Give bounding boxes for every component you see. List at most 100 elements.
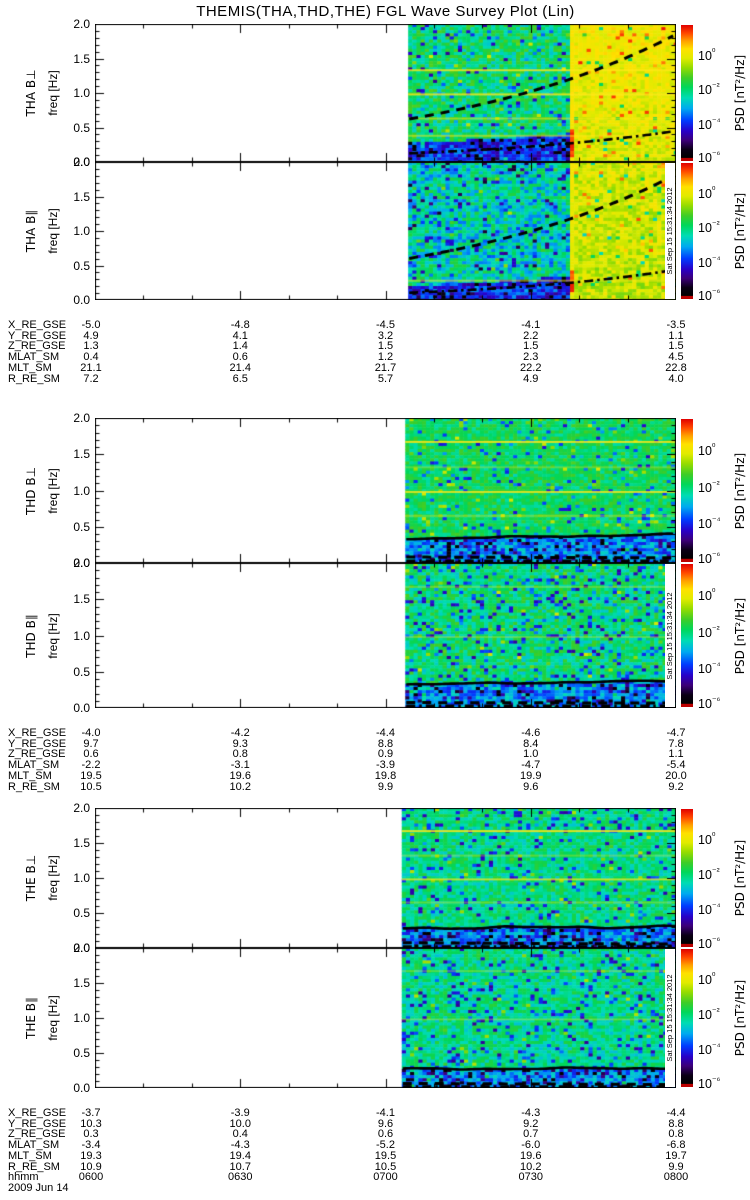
- ephemeris-value: 0.6: [232, 351, 248, 364]
- panel-label-tha-bpar: THA B∥: [24, 209, 38, 253]
- ephemeris-value: -4.1: [376, 1107, 395, 1119]
- y-tick-label: 0.0: [73, 1081, 90, 1095]
- ephemeris-value: 1.5: [377, 340, 394, 353]
- y-tick-label: 1.5: [73, 592, 90, 607]
- y-tick-label: 1.5: [73, 189, 90, 204]
- ephemeris-value: 9.7: [83, 737, 99, 750]
- plot-title: THEMIS(THA,THD,THE) FGL Wave Survey Plot…: [196, 3, 575, 20]
- y-tick-label: 1.0: [73, 86, 90, 100]
- ephemeris-value: 0.9: [377, 748, 394, 761]
- ephemeris-value: -4.0: [81, 727, 101, 739]
- panel-label-thd-bperp: THD B⊥: [24, 466, 38, 515]
- panel-label-thd-bpar: THD B∥: [24, 613, 38, 658]
- y-tick-label: 0.5: [73, 519, 90, 534]
- ephemeris-value: 19.6: [520, 1149, 542, 1162]
- ephemeris-value: 0.4: [83, 351, 99, 364]
- colorbar-tick-label: 10⁰: [698, 831, 716, 848]
- ephemeris-value: 10.7: [229, 1160, 251, 1173]
- creation-timestamp-strip: [665, 163, 675, 299]
- ephemeris-value: -5.0: [81, 319, 101, 331]
- ephemeris-value: 0.6: [377, 1128, 394, 1141]
- ephemeris-value: -3.9: [230, 1107, 250, 1119]
- ephemeris-row-label: Y_RE_GSE: [8, 737, 67, 750]
- y-tick-label: 0.5: [73, 664, 90, 679]
- ephemeris-row-label: Y_RE_GSE: [8, 1117, 67, 1130]
- panel-label-tha-bperp: THA B⊥: [24, 69, 38, 117]
- spectrogram-panel-tha-bpar: [95, 162, 676, 300]
- y-tick-label: 1.0: [73, 871, 90, 885]
- colorbar-tick-label: 10⁻⁶: [698, 149, 721, 166]
- ephemeris-value: 19.4: [229, 1149, 251, 1162]
- colorbar-tick-label: 10⁻⁴: [698, 115, 721, 133]
- ephemeris-value: -4.3: [521, 1107, 541, 1119]
- ephemeris-value: 6.5: [232, 372, 248, 385]
- time-axis-label: hhmm: [8, 1171, 39, 1184]
- ephemeris-value: 1.1: [668, 748, 684, 761]
- ephemeris-value: 19.3: [80, 1149, 102, 1162]
- y-tick-label: 2.0: [73, 155, 90, 169]
- ephemeris-value: -4.7: [666, 727, 686, 739]
- y-tick-label: 2.0: [73, 941, 90, 955]
- ephemeris-value: 7.8: [668, 737, 684, 750]
- ephemeris-value: 9.6: [523, 780, 539, 793]
- ephemeris-value: 3.2: [377, 329, 394, 342]
- spectrogram-canvas-the-bpar: [95, 948, 676, 1088]
- ephemeris-value: 10.0: [229, 1117, 251, 1130]
- ephemeris-value: 1.2: [377, 351, 394, 364]
- creation-timestamp-strip: [665, 949, 675, 1087]
- ephemeris-value: 21.1: [80, 361, 102, 374]
- ephemeris-value: 0.6: [83, 748, 99, 761]
- ephemeris-value: 1.0: [523, 748, 539, 761]
- colorbar: [681, 949, 693, 1087]
- freq-axis-label: freq [Hz]: [46, 208, 60, 254]
- y-tick-label: 1.0: [73, 224, 90, 238]
- ephemeris-value: -4.3: [230, 1139, 250, 1152]
- ephemeris-value: 10.2: [520, 1160, 542, 1173]
- freq-axis-label: freq [Hz]: [46, 995, 60, 1041]
- ephemeris-value: 4.9: [523, 372, 539, 385]
- ephemeris-row-label: MLT_SM: [8, 1149, 52, 1162]
- ephemeris-row-label: Y_RE_GSE: [8, 329, 67, 342]
- ephemeris-value: 19.6: [229, 769, 251, 782]
- colorbar-tick-label: 10⁰: [698, 587, 716, 604]
- ephemeris-value: -3.4: [81, 1139, 101, 1152]
- spectrogram-canvas-thd-bpar: [95, 563, 676, 708]
- ephemeris-row-label: MLAT_SM: [8, 759, 60, 772]
- freq-axis-label: freq [Hz]: [46, 70, 60, 116]
- spectrogram-panel-thd-bperp: [95, 418, 676, 563]
- y-tick-label: 0.5: [73, 1046, 90, 1060]
- ephemeris-value: -5.2: [376, 1139, 395, 1152]
- colorbar: [681, 163, 693, 299]
- colorbar-tick-label: 10⁰: [698, 971, 716, 988]
- colorbar-tick-label: 10⁻²: [698, 623, 720, 640]
- colorbar: [681, 809, 693, 947]
- psd-axis-label: PSD [nT²/Hz]: [733, 54, 747, 132]
- y-tick-label: 1.0: [73, 628, 90, 643]
- colorbar-tick-label: 10⁻⁶: [698, 1075, 721, 1092]
- ephemeris-value: 10.3: [80, 1117, 102, 1130]
- ephemeris-value: -3.7: [81, 1107, 101, 1119]
- spectrogram-panel-thd-bpar: [95, 563, 676, 708]
- creation-timestamp-vertical: Sat Sep 15 15:31:34 2012: [665, 591, 674, 680]
- ephemeris-value: 2.3: [523, 351, 539, 364]
- freq-axis-label: freq [Hz]: [46, 612, 60, 659]
- colorbar-tick-label: 10⁻²: [698, 478, 720, 495]
- colorbar-tick-label: 10⁻²: [698, 866, 720, 883]
- y-tick-label: 0.0: [73, 293, 90, 307]
- y-tick-label: 2.0: [73, 17, 90, 31]
- ephemeris-row-label: Z_RE_GSE: [8, 748, 66, 761]
- ephemeris-row-label: R_RE_SM: [8, 372, 60, 385]
- colorbar-tick-label: 10⁻²: [698, 81, 720, 98]
- colorbar-tick-label: 10⁰: [698, 184, 716, 202]
- ephemeris-value: 20.0: [665, 769, 687, 782]
- ephemeris-value: -4.2: [230, 727, 250, 739]
- y-tick-label: 0.0: [73, 941, 90, 955]
- y-tick-label: 1.0: [73, 483, 90, 498]
- ephemeris-value: -5.4: [666, 759, 686, 772]
- ephemeris-value: 22.2: [520, 361, 542, 374]
- spectrogram-canvas-tha-bperp: [95, 24, 676, 162]
- ephemeris-value: 21.7: [374, 361, 397, 374]
- ephemeris-value: 8.8: [377, 737, 394, 750]
- spectrogram-panel-the-bpar: [95, 948, 676, 1088]
- ephemeris-value: 7.2: [83, 372, 99, 385]
